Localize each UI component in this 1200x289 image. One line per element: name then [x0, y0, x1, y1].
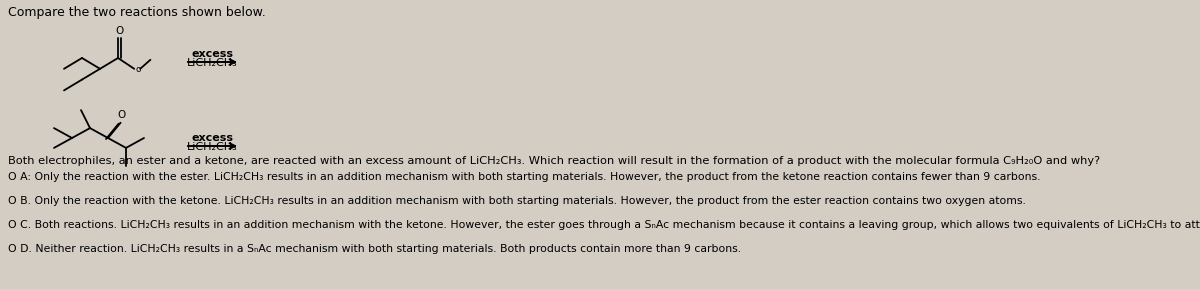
Text: Both electrophiles, an ester and a ketone, are reacted with an excess amount of : Both electrophiles, an ester and a keton… — [8, 156, 1100, 166]
Text: LiCH₂CH₃: LiCH₂CH₃ — [187, 142, 238, 152]
Text: LiCH₂CH₃: LiCH₂CH₃ — [187, 58, 238, 68]
Text: O: O — [115, 26, 124, 36]
Text: O B. Only the reaction with the ketone. LiCH₂CH₃ results in an addition mechanis: O B. Only the reaction with the ketone. … — [8, 196, 1026, 206]
Text: o: o — [136, 65, 140, 74]
Text: O A: Only the reaction with the ester. LiCH₂CH₃ results in an addition mechanism: O A: Only the reaction with the ester. L… — [8, 172, 1040, 182]
Text: excess: excess — [192, 133, 234, 143]
Text: Compare the two reactions shown below.: Compare the two reactions shown below. — [8, 6, 265, 19]
Text: excess: excess — [192, 49, 234, 59]
Text: O: O — [118, 110, 126, 120]
Text: O D. Neither reaction. LiCH₂CH₃ results in a SₙAc mechanism with both starting m: O D. Neither reaction. LiCH₂CH₃ results … — [8, 244, 742, 254]
Text: O C. Both reactions. LiCH₂CH₃ results in an addition mechanism with the ketone. : O C. Both reactions. LiCH₂CH₃ results in… — [8, 220, 1200, 230]
